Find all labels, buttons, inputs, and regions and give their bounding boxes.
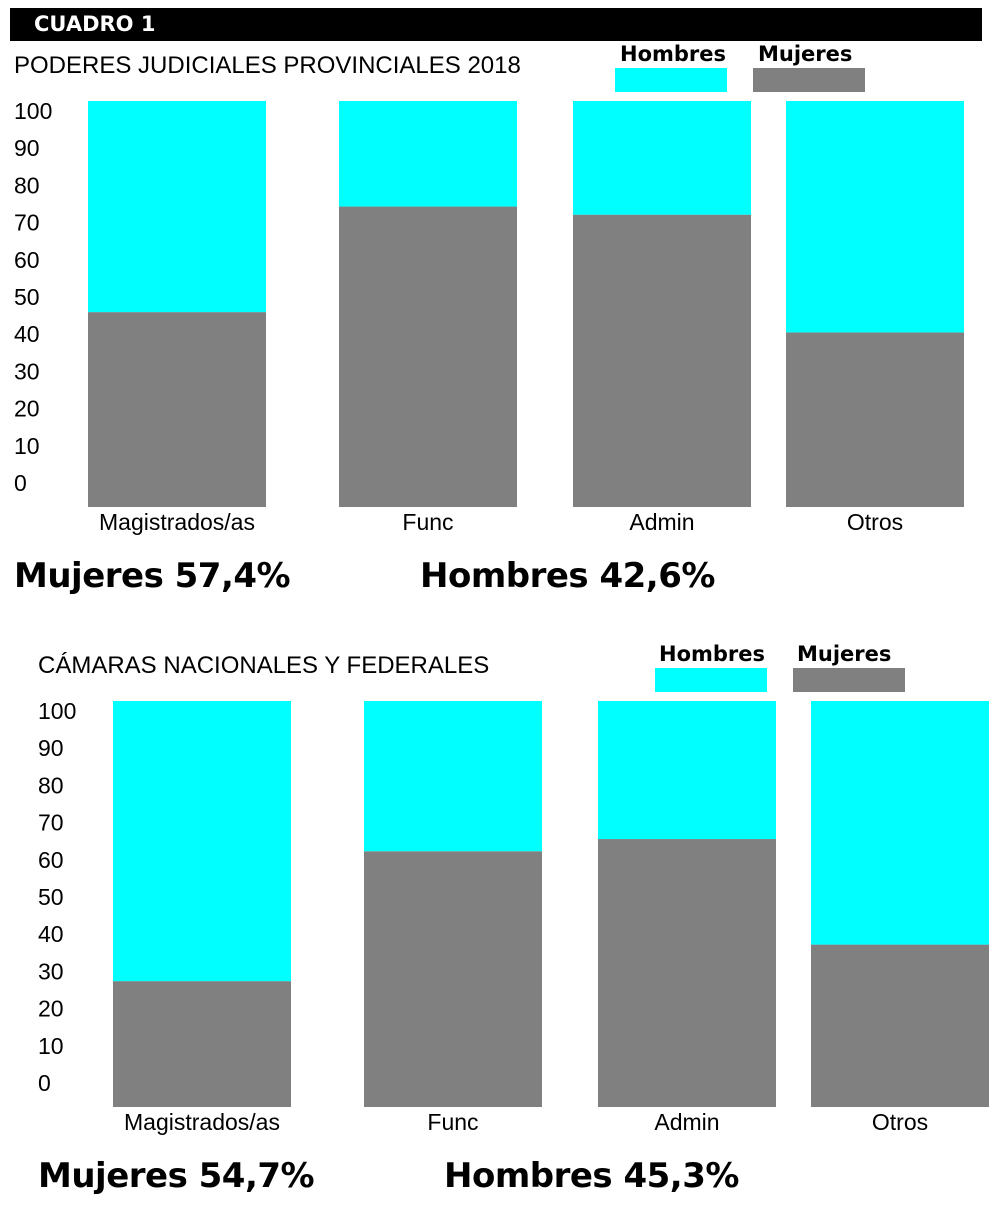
chart-1-plot: 0 10 20 30 40 50 60 70 80 90 100 Magistrados/as Func… (14, 98, 964, 535)
chart-2-ytick-50: 50 (38, 884, 64, 910)
chart-1-ytick-10: 10 (14, 433, 40, 459)
chart-2-legend-mujeres-swatch (793, 668, 905, 692)
chart-1-bar-func-mujeres (339, 206, 517, 507)
chart-2-title: CÁMARAS NACIONALES Y FEDERALES (38, 652, 490, 679)
chart-1-bar-func-hombres (339, 101, 517, 207)
chart-2-xtick-otros: Otros (872, 1109, 928, 1135)
chart-2-bar-func-hombres (364, 701, 542, 852)
chart-1-xtick-magistrados-as: Magistrados/as (99, 509, 255, 535)
chart-2-bar-magistrados-as-mujeres (113, 981, 291, 1107)
chart-2-ytick-20: 20 (38, 996, 64, 1022)
chart-2-ytick-30: 30 (38, 958, 64, 984)
chart-2-summary-hombres: Hombres 45,3% (444, 1156, 739, 1196)
chart-2-bar-func-mujeres (364, 851, 542, 1107)
chart-2-bar-admin-mujeres (598, 839, 776, 1107)
chart-1-xtick-otros: Otros (847, 509, 903, 535)
chart-2-plot: 0 10 20 30 40 50 60 70 80 90 100 Magistrados/as Func… (38, 698, 989, 1135)
chart-2-ytick-90: 90 (38, 735, 64, 761)
chart-1-ytick-80: 80 (14, 172, 40, 198)
chart-1-legend-hombres-swatch (615, 68, 727, 92)
chart-1-ytick-70: 70 (14, 210, 40, 236)
chart-2-bar-otros-mujeres (811, 944, 989, 1107)
chart-2-ytick-60: 60 (38, 847, 64, 873)
chart-1-bar-otros-hombres (786, 101, 964, 333)
chart-1-legend-hombres-label: Hombres (620, 42, 727, 66)
chart-1-bar-admin-mujeres (573, 214, 751, 507)
chart-2-bar-admin-hombres (598, 701, 776, 840)
chart-2-legend-hombres-swatch (655, 668, 767, 692)
chart-2-summary-mujeres: Mujeres 54,7% (38, 1156, 315, 1196)
chart-2-xtick-admin: Admin (654, 1109, 719, 1135)
chart-2-legend-hombres-label: Hombres (659, 642, 766, 666)
header-label: CUADRO 1 (34, 12, 156, 36)
chart-1-ytick-60: 60 (14, 247, 40, 273)
chart-2-bar-magistrados-as-hombres (113, 701, 291, 982)
chart-1-ytick-30: 30 (14, 358, 40, 384)
chart-1-bar-otros-mujeres (786, 332, 964, 507)
chart-2-ytick-80: 80 (38, 772, 64, 798)
chart-1-title: PODERES JUDICIALES PROVINCIALES 2018 (14, 52, 521, 79)
header-bar: CUADRO 1 (10, 8, 982, 41)
chart-1-ytick-50: 50 (14, 284, 40, 310)
chart-1-ytick-20: 20 (14, 396, 40, 422)
chart-2-ytick-40: 40 (38, 921, 64, 947)
chart-1-legend-mujeres-swatch (753, 68, 865, 92)
chart-2-ytick-0: 0 (38, 1070, 51, 1096)
chart-1-summary-hombres: Hombres 42,6% (420, 556, 715, 596)
chart-1-ytick-90: 90 (14, 135, 40, 161)
chart-1-bar-admin-hombres (573, 101, 751, 215)
chart-2-bar-otros-hombres (811, 701, 989, 945)
chart-1-summary-mujeres: Mujeres 57,4% (14, 556, 291, 596)
chart-1-bar-magistrados-as-hombres (88, 101, 266, 313)
chart-1-xtick-func: Func (402, 509, 453, 535)
chart-1-xtick-admin: Admin (629, 509, 694, 535)
chart-2-ytick-10: 10 (38, 1033, 64, 1059)
chart-1-ytick-100: 100 (14, 98, 52, 124)
chart-2-legend-mujeres-label: Mujeres (797, 642, 892, 666)
chart-2-xtick-func: Func (427, 1109, 478, 1135)
chart-2-xtick-magistrados-as: Magistrados/as (124, 1109, 280, 1135)
chart-1-ytick-0: 0 (14, 470, 27, 496)
chart-1-ytick-40: 40 (14, 321, 40, 347)
chart-2-ytick-70: 70 (38, 810, 64, 836)
chart-2-ytick-100: 100 (38, 698, 76, 724)
chart-1-legend-mujeres-label: Mujeres (758, 42, 853, 66)
chart-1-bar-magistrados-as-mujeres (88, 312, 266, 507)
